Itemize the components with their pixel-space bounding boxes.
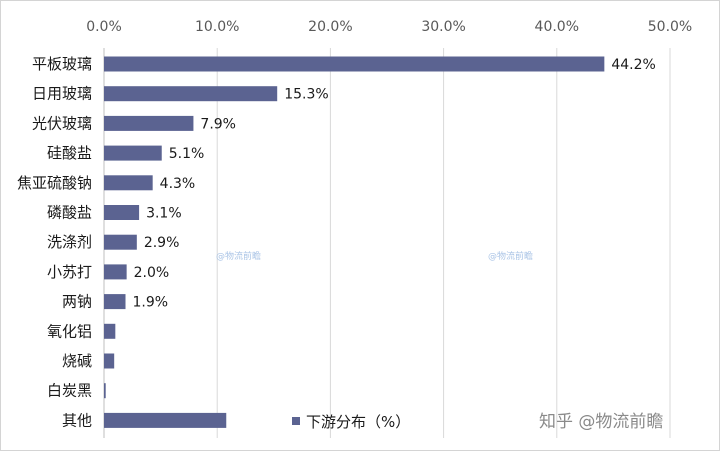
data-labels: 44.2% 15.3% 7.9% 5.1% 4.3% 3.1% 2.9% 2.0% 1.9% bbox=[133, 57, 656, 311]
bar bbox=[104, 145, 162, 161]
x-axis-ticks: 0.0% 10.0% 20.0% 30.0% 40.0% 50.0% bbox=[86, 19, 692, 35]
data-label: 15.3% bbox=[284, 87, 328, 103]
data-label: 2.9% bbox=[144, 235, 180, 251]
category-label: 磷酸盐 bbox=[47, 204, 92, 222]
bars bbox=[104, 56, 605, 428]
legend-label: 下游分布（%） bbox=[306, 413, 410, 431]
x-tick-label: 0.0% bbox=[86, 19, 122, 35]
category-label: 硅酸盐 bbox=[47, 144, 92, 162]
bar bbox=[104, 234, 137, 250]
data-label: 4.3% bbox=[160, 176, 196, 192]
bar bbox=[104, 383, 106, 399]
data-label: 3.1% bbox=[146, 206, 182, 222]
category-label: 其他 bbox=[62, 411, 92, 429]
category-label: 小苏打 bbox=[47, 263, 92, 281]
watermark-small-right: @物流前瞻 bbox=[488, 250, 533, 262]
bar bbox=[104, 264, 127, 280]
bar bbox=[104, 86, 278, 102]
category-label: 日用玻璃 bbox=[32, 85, 92, 103]
watermark-small-left: @物流前瞻 bbox=[216, 250, 261, 262]
category-label: 白炭黑 bbox=[47, 382, 92, 400]
watermark-large: 知乎 @物流前瞻 bbox=[539, 412, 663, 432]
category-label: 平板玻璃 bbox=[32, 55, 92, 73]
category-label: 两钠 bbox=[62, 293, 92, 311]
category-label: 氧化铝 bbox=[47, 322, 92, 340]
bar bbox=[104, 323, 116, 339]
bar bbox=[104, 205, 140, 220]
x-tick-label: 10.0% bbox=[195, 19, 239, 35]
legend-swatch bbox=[292, 417, 300, 425]
x-tick-label: 40.0% bbox=[535, 19, 579, 35]
category-label: 光伏玻璃 bbox=[32, 114, 92, 132]
category-labels: 平板玻璃日用玻璃光伏玻璃硅酸盐焦亚硫酸钠磷酸盐洗涤剂小苏打两钠氧化铝烧碱白炭黑其… bbox=[17, 55, 92, 429]
bar bbox=[104, 353, 115, 369]
data-label: 5.1% bbox=[169, 146, 205, 162]
bar bbox=[104, 294, 126, 310]
x-tick-label: 30.0% bbox=[421, 19, 465, 35]
bar bbox=[104, 175, 153, 191]
data-label: 44.2% bbox=[611, 57, 655, 73]
bar bbox=[104, 56, 605, 72]
legend: 下游分布（%） bbox=[292, 413, 410, 431]
x-tick-label: 20.0% bbox=[308, 19, 352, 35]
x-tick-label: 50.0% bbox=[648, 19, 692, 35]
bar bbox=[104, 412, 227, 428]
data-label: 1.9% bbox=[133, 295, 169, 311]
data-label: 7.9% bbox=[200, 116, 236, 132]
category-label: 洗涤剂 bbox=[47, 233, 92, 251]
category-label: 焦亚硫酸钠 bbox=[17, 174, 92, 192]
category-label: 烧碱 bbox=[62, 352, 92, 370]
bar bbox=[104, 115, 194, 131]
gridlines bbox=[216, 48, 671, 438]
data-label: 2.0% bbox=[134, 265, 170, 281]
